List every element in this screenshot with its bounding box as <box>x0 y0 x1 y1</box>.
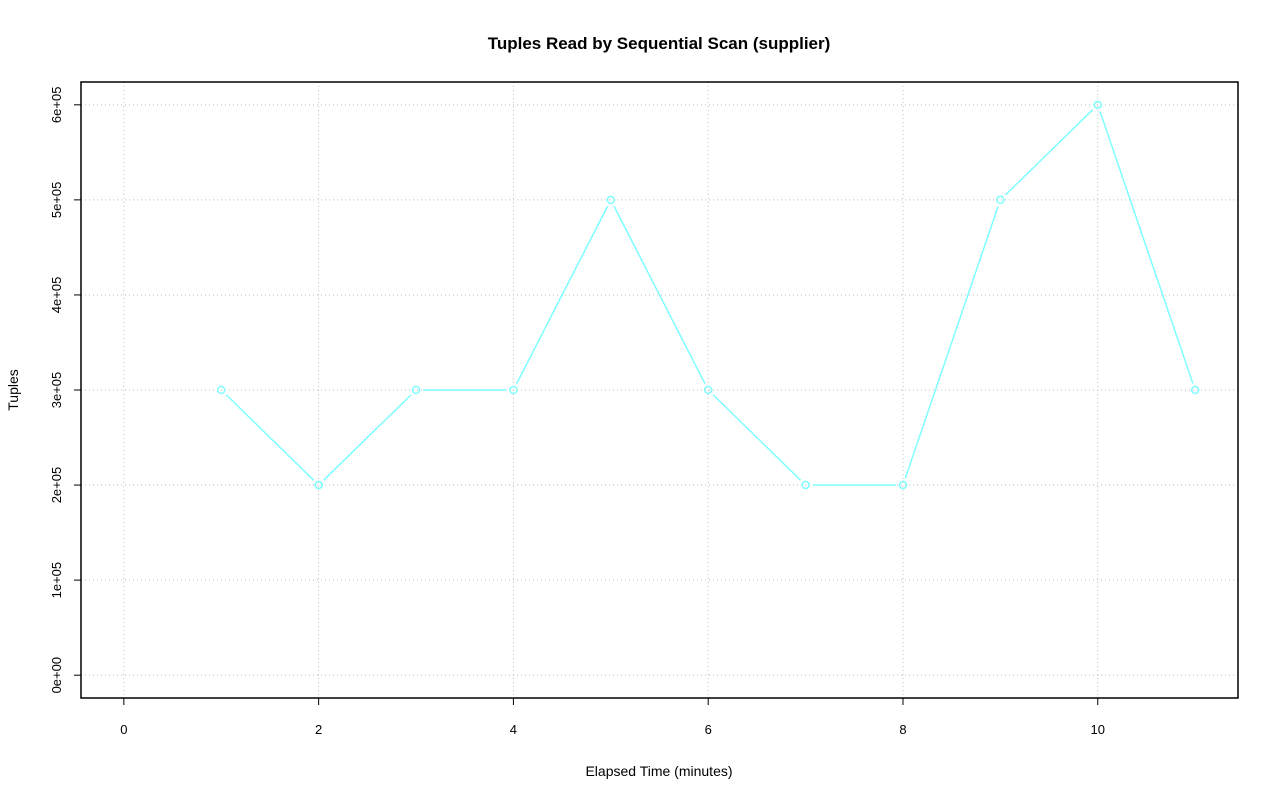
x-tick-label: 0 <box>120 722 127 737</box>
series-segment <box>225 394 315 481</box>
y-tick-label: 6e+05 <box>49 87 64 124</box>
series <box>216 100 1200 490</box>
series-segment <box>1099 111 1194 384</box>
y-axis: 0e+00 1e+05 2e+05 3e+05 4e+05 5e+05 6e+05 <box>49 87 81 694</box>
series-segment <box>515 205 609 385</box>
chart-title: Tuples Read by Sequential Scan (supplier… <box>488 34 831 53</box>
x-axis-label: Elapsed Time (minutes) <box>585 763 732 779</box>
series-segment <box>904 206 999 479</box>
y-tick-label: 2e+05 <box>49 467 64 504</box>
x-tick-label: 4 <box>510 722 517 737</box>
series-segment <box>323 394 412 481</box>
series-segment <box>1004 109 1094 196</box>
data-point <box>509 385 518 395</box>
data-point <box>314 480 323 490</box>
data-point <box>216 385 226 395</box>
data-point <box>411 385 421 395</box>
data-point <box>1190 385 1200 395</box>
grid <box>81 82 1238 698</box>
y-tick-label: 1e+05 <box>49 562 64 599</box>
y-tick-label: 3e+05 <box>49 372 64 409</box>
y-tick-label: 0e+00 <box>49 657 64 694</box>
data-point <box>606 195 616 205</box>
x-tick-label: 10 <box>1091 722 1105 737</box>
series-segment <box>712 394 802 481</box>
data-point <box>996 195 1005 205</box>
y-tick-label: 4e+05 <box>49 277 64 314</box>
plot-box <box>80 81 1239 699</box>
y-tick-label: 5e+05 <box>49 182 64 219</box>
x-tick-label: 8 <box>899 722 906 737</box>
x-tick-label: 2 <box>315 722 322 737</box>
series-segment <box>613 205 706 385</box>
data-point <box>1093 100 1103 110</box>
data-point <box>898 480 908 490</box>
x-axis: 0 2 4 6 8 10 <box>120 697 1105 737</box>
data-point <box>801 480 810 490</box>
y-axis-label: Tuples <box>5 369 21 411</box>
x-tick-label: 6 <box>705 722 712 737</box>
data-point <box>703 385 713 395</box>
